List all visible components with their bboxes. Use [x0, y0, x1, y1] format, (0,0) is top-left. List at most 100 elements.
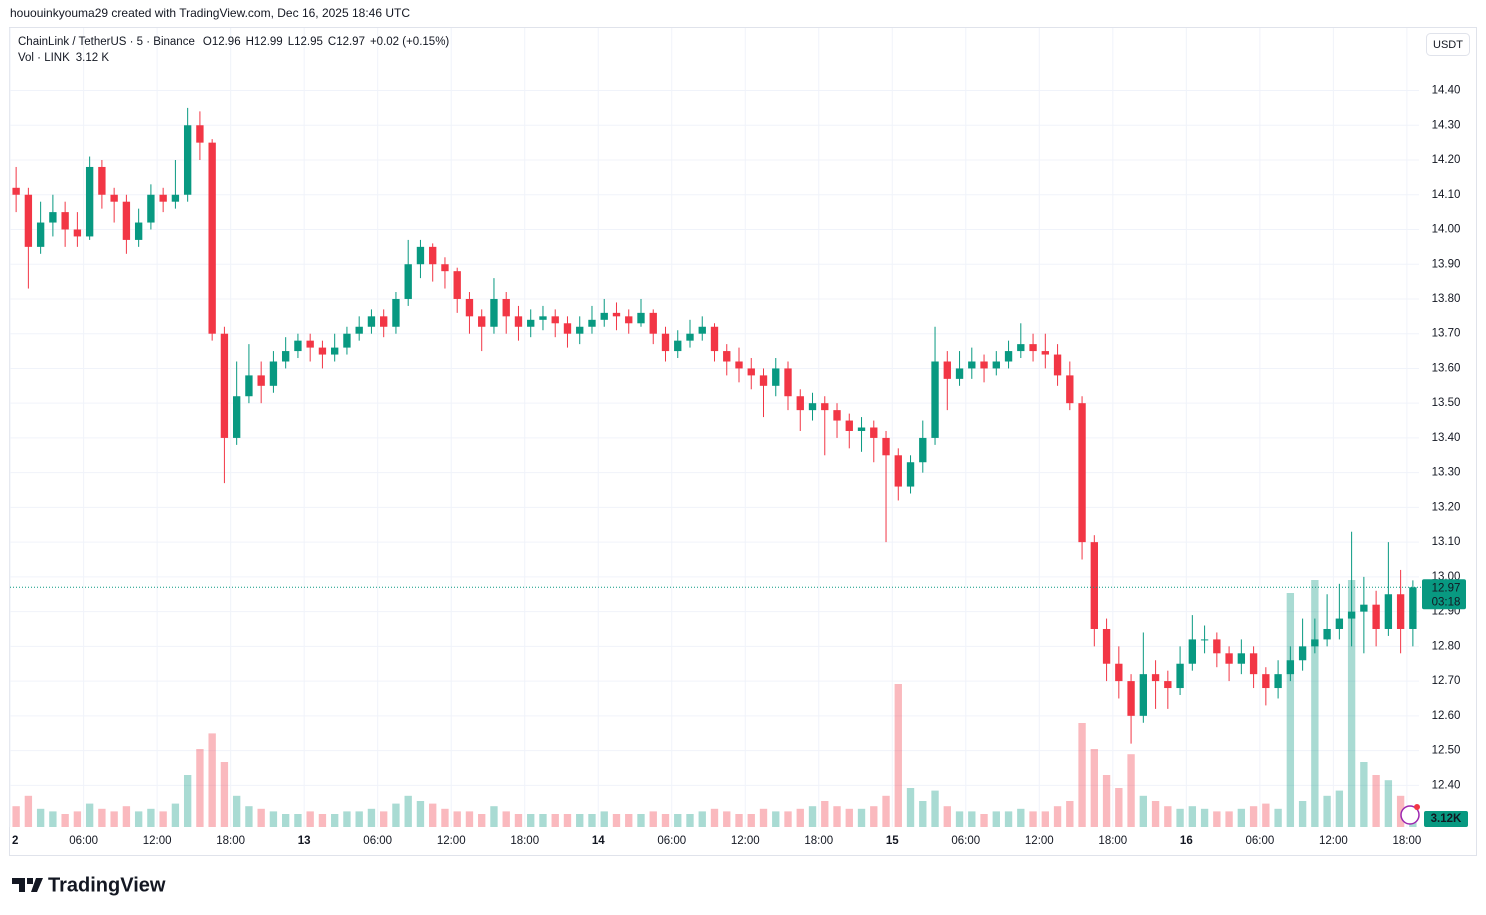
volume-bar [490, 806, 498, 827]
candle-body [637, 312, 645, 324]
ohlc-value: 12.99 [254, 36, 283, 48]
volume-bar [759, 808, 768, 827]
x-tick-label: 12:00 [1025, 835, 1054, 847]
volume-bar [24, 795, 33, 827]
candle-body [686, 333, 694, 341]
candle-body [747, 368, 755, 376]
volume-bar [919, 801, 927, 827]
candle-body [12, 187, 20, 195]
candle-body [943, 361, 951, 379]
candle-body [1249, 653, 1258, 675]
volume-bar [478, 814, 486, 827]
volume-bar [735, 814, 743, 827]
candle-body [281, 351, 290, 362]
y-tick-label: 14.10 [1432, 189, 1461, 201]
volume-bar [453, 811, 461, 827]
candle-body [1200, 639, 1209, 641]
y-tick-label: 13.20 [1432, 501, 1461, 513]
volume-bar [306, 811, 314, 827]
volume-bar [747, 814, 755, 827]
candle-body [674, 340, 682, 352]
y-tick-label: 13.70 [1432, 328, 1461, 340]
volume-bar [527, 814, 535, 827]
candle-body [784, 368, 792, 397]
candle-body [1286, 660, 1295, 675]
volume-badge [1424, 811, 1468, 827]
volume-bar [833, 806, 841, 827]
volume-bar [772, 811, 780, 827]
volume-bar [220, 762, 229, 827]
candle-body [1384, 594, 1393, 629]
x-tick-label: 12:00 [1319, 835, 1348, 847]
candle-body [1139, 674, 1148, 716]
x-tick-label: 2 [12, 835, 18, 847]
candle-body [1176, 663, 1184, 689]
symbol: ChainLink / TetherUS · 5 · Binance [18, 36, 195, 48]
logo: TradingView [48, 874, 166, 896]
candle-body [331, 347, 339, 355]
volume-bar [625, 814, 633, 827]
candle-body [968, 361, 976, 369]
volume-bar [1360, 762, 1368, 827]
volume-bar [49, 811, 57, 827]
candle-body [588, 319, 596, 327]
currency[interactable]: USDT [1433, 39, 1463, 51]
volume-bar [404, 795, 412, 827]
volume-bar [1384, 780, 1393, 827]
candle-body [1237, 653, 1246, 664]
volume-bar [1237, 808, 1246, 827]
candle-body [147, 194, 155, 223]
candle-body [563, 323, 572, 334]
ohlc-label: H [246, 36, 254, 48]
candle-body [1164, 681, 1172, 689]
volume-bar [245, 806, 253, 827]
candle-body [73, 229, 82, 237]
volume-bar [612, 814, 621, 827]
candle-body [232, 396, 241, 438]
volume-bar [61, 814, 69, 827]
candle-body [183, 125, 192, 195]
candle-body [1029, 344, 1037, 352]
alert-button[interactable] [1400, 805, 1420, 825]
volume-bar [821, 801, 829, 827]
currency-button[interactable] [1426, 33, 1470, 56]
credit: hououinkyouma29 created with TradingView… [10, 6, 410, 20]
candle-body [478, 316, 486, 327]
volume-bar [563, 814, 572, 827]
x-tick-label: 18:00 [1098, 835, 1127, 847]
y-tick-label: 12.70 [1432, 675, 1461, 687]
ohlc-value: 12.95 [294, 36, 323, 48]
y-tick-label: 12.60 [1432, 710, 1461, 722]
candle-body [49, 212, 57, 223]
candle-body [208, 142, 216, 334]
x-tick-label: 12:00 [437, 835, 466, 847]
candle-body [134, 222, 143, 240]
x-tick-label: 18:00 [1392, 835, 1421, 847]
volume-bar [441, 808, 449, 827]
y-tick-label: 13.90 [1432, 258, 1461, 270]
volume-bar [1347, 580, 1356, 827]
volume-bar [380, 811, 388, 827]
candle-body [821, 403, 829, 411]
volume-bar [1041, 811, 1049, 827]
volume-bar [1335, 790, 1344, 827]
candle-body [380, 316, 388, 327]
candle-body [1311, 639, 1319, 647]
volume-bar [1176, 808, 1184, 827]
volume-bar [808, 806, 817, 827]
x-tick-label: 06:00 [69, 835, 98, 847]
candle-body [1090, 542, 1098, 629]
candle-body [453, 271, 461, 299]
candle-body [1017, 344, 1025, 352]
volume-bar [870, 806, 878, 827]
candle-body [845, 420, 853, 431]
volume-bar [600, 811, 608, 827]
volume-bar [196, 749, 204, 827]
volume-bar [1188, 806, 1197, 827]
volume-bar [98, 808, 106, 827]
volume-bar [1029, 811, 1037, 827]
candle-body [355, 326, 363, 334]
volume-bar [1225, 811, 1233, 827]
volume-bar [514, 814, 523, 827]
volume-bar [1164, 806, 1172, 827]
